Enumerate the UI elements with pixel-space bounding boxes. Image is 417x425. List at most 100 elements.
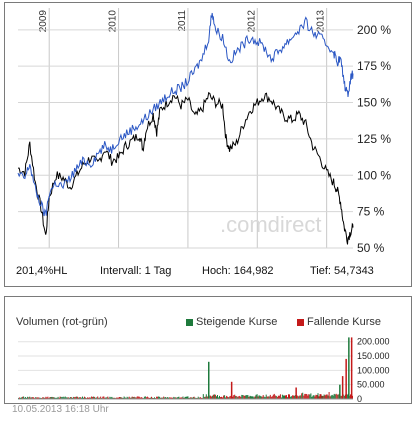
volume-bar [337, 394, 339, 399]
price-chart: 2009 2010 2011 2012 2013 50 % 75 % 100 % 125 % 15… [17, 8, 391, 255]
volume-bar [200, 397, 202, 399]
volume-bar [87, 397, 88, 399]
volume-bar [235, 395, 237, 399]
volume-bar [286, 395, 287, 399]
volume-bar [195, 397, 197, 399]
volume-bar [312, 395, 314, 399]
volume-bar [247, 395, 249, 399]
volume-bar [216, 396, 217, 399]
volume-bar [91, 396, 93, 399]
volume-bar [38, 397, 40, 399]
volume-bar [227, 396, 229, 399]
volume-bar [306, 394, 308, 399]
volume-bar [134, 397, 136, 399]
volume-bar [145, 397, 147, 399]
volume-bar [18, 397, 19, 399]
volume-bar [169, 397, 171, 399]
volume-bar [109, 396, 111, 399]
volume-bar [280, 397, 282, 399]
volume-bar [190, 397, 192, 399]
volume-bar [66, 397, 68, 399]
volume-bar [152, 397, 153, 399]
volume-bar [111, 396, 113, 399]
volume-bar [260, 396, 262, 399]
volume-bar [281, 394, 283, 399]
volume-bar [299, 395, 301, 399]
volume-bar [283, 395, 284, 399]
volume-bar [224, 395, 226, 399]
watermark: .comdirect [220, 212, 321, 237]
volume-bar [61, 397, 63, 399]
volume-bar [162, 397, 164, 399]
volume-bar [36, 397, 38, 399]
x-tick-label: 2011 [177, 10, 188, 32]
volume-bar [248, 396, 250, 399]
volume-bar [264, 397, 266, 399]
volume-bar [317, 393, 319, 399]
volume-bar [209, 395, 211, 399]
volume-bar [151, 396, 152, 399]
volume-bar [160, 397, 162, 399]
volume-bar [77, 397, 79, 399]
volume-spike-bar [341, 376, 344, 399]
volume-bar [163, 396, 165, 399]
volume-bar [255, 394, 257, 399]
volume-bar [65, 397, 67, 399]
volume-bar [301, 393, 303, 399]
volume-bar [159, 396, 161, 399]
volume-bar [268, 396, 270, 399]
volume-bar [332, 395, 334, 399]
volume-bar [42, 397, 44, 399]
volume-bar [291, 396, 293, 399]
volume-bar [64, 396, 66, 399]
legend-up-label: Steigende Kurse [196, 316, 278, 328]
volume-spike-bar [208, 361, 210, 399]
volume-bar [278, 395, 280, 399]
volume-bar [57, 396, 59, 399]
volume-bar [288, 394, 289, 399]
volume-bar [300, 395, 302, 399]
volume-bar [352, 395, 353, 399]
volume-bar [193, 396, 195, 399]
volume-bar [222, 397, 223, 399]
y-tick-label: 150 % [357, 96, 391, 110]
volume-bar [330, 395, 332, 399]
legend-down-swatch [297, 319, 304, 326]
volume-bar [336, 394, 338, 399]
volume-bar [310, 393, 312, 399]
volume-bar [103, 396, 105, 399]
volume-bar [194, 397, 196, 399]
volume-bar [79, 397, 81, 399]
volume-bar [113, 397, 115, 399]
volume-bar [218, 397, 219, 399]
volume-bar [21, 397, 22, 399]
volume-bar [217, 395, 218, 399]
volume-bar [305, 393, 307, 399]
volume-bar [331, 394, 333, 399]
volume-bar [298, 396, 300, 399]
volume-bar [320, 394, 322, 399]
x-tick-label: 2012 [246, 10, 257, 33]
volume-bar [318, 396, 320, 399]
volume-bar [114, 397, 116, 399]
volume-bar [238, 396, 240, 399]
volume-bar [45, 396, 47, 399]
volume-bar [149, 397, 150, 399]
volume-bar [256, 394, 258, 399]
volume-bar [85, 397, 86, 399]
performance-label: 201,4%HL [16, 265, 68, 277]
volume-bar [346, 394, 348, 399]
volume-bar [311, 396, 313, 399]
volume-bar [323, 394, 325, 399]
volume-bar [93, 396, 95, 399]
volume-bar [180, 397, 182, 399]
volume-bar [130, 397, 132, 399]
volume-bar [166, 397, 168, 399]
volume-bar [104, 397, 106, 399]
volume-bar [258, 395, 260, 399]
volume-bar [19, 397, 20, 399]
volume-bar [302, 392, 304, 399]
volume-bar [343, 395, 345, 399]
y-tick-label: 75 % [357, 205, 385, 219]
y-tick-label: 125 % [357, 132, 391, 146]
